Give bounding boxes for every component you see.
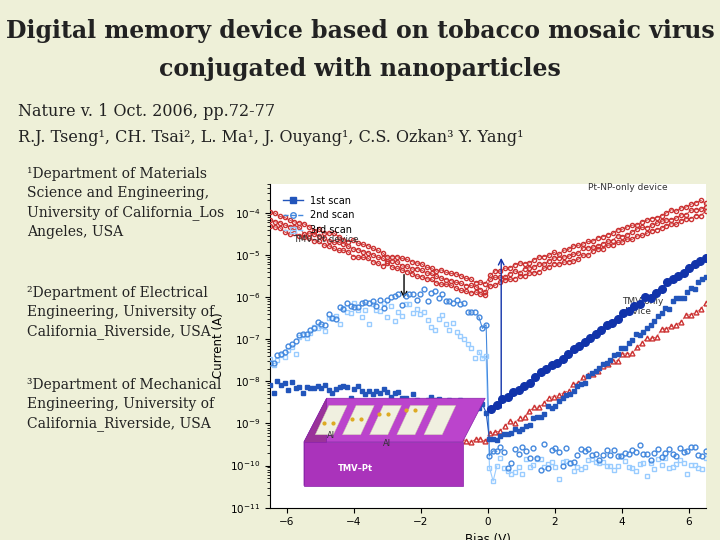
Y-axis label: Current (A): Current (A) [212, 313, 225, 379]
Text: ³Department of Mechanical
Engineering, University of
California_Riverside, USA: ³Department of Mechanical Engineering, U… [27, 378, 222, 431]
X-axis label: Bias (V): Bias (V) [465, 533, 510, 540]
Text: R.J. Tseng¹, CH. Tsai², L. Ma¹, J. Ouyang¹, C.S. Ozkan³ Y. Yang¹: R.J. Tseng¹, CH. Tsai², L. Ma¹, J. Ouyan… [18, 129, 523, 145]
Text: TMV-only
device: TMV-only device [622, 296, 663, 316]
Text: TMV–Pt device: TMV–Pt device [294, 235, 359, 245]
Text: conjugated with nanoparticles: conjugated with nanoparticles [159, 57, 561, 80]
Text: Digital memory device based on tobacco mosaic virus: Digital memory device based on tobacco m… [6, 19, 714, 43]
Text: ²Department of Electrical
Engineering, University of
California_Riverside, USA: ²Department of Electrical Engineering, U… [27, 286, 215, 339]
Text: ¹Department of Materials
Science and Engineering,
University of California_Los
A: ¹Department of Materials Science and Eng… [27, 167, 225, 239]
Text: Pt-NP-only device: Pt-NP-only device [588, 183, 668, 192]
Legend: 1st scan, 2nd scan, 3rd scan: 1st scan, 2nd scan, 3rd scan [279, 192, 359, 239]
Text: Nature v. 1 Oct. 2006, pp.72-77: Nature v. 1 Oct. 2006, pp.72-77 [18, 103, 275, 119]
